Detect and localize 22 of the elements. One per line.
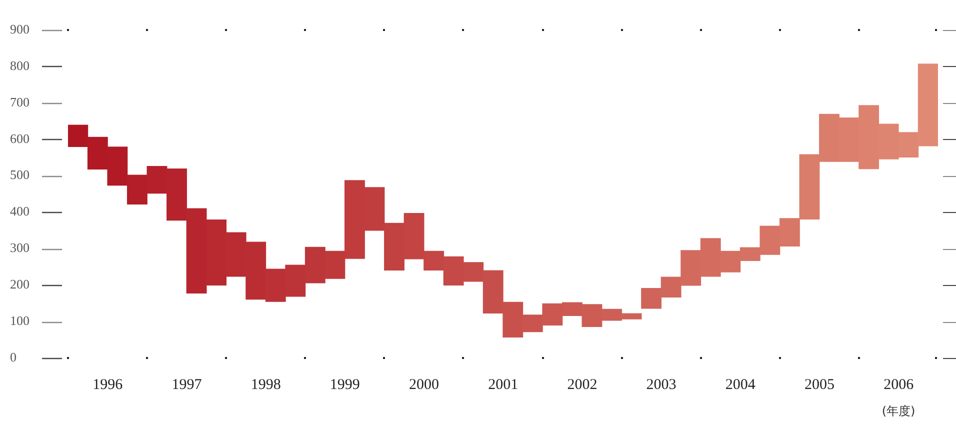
y-tick-label: 800 [10,58,30,73]
x-tick-label: 1998 [250,376,281,393]
x-axis-title: (年度) [882,404,916,418]
x-tick-label: 2006 [884,376,914,393]
y-tick-label: 700 [10,94,30,110]
x-tick-label: 1996 [92,376,124,393]
x-tick-label: 2003 [646,376,676,393]
x-tick-label: 2000 [409,376,440,393]
y-tick-label: 600 [10,130,30,146]
x-tick-label: 2001 [488,376,518,393]
x-tick-label: 2002 [567,376,598,393]
y-tick-label: 100 [10,312,30,328]
y-tick-label: 300 [10,240,30,256]
x-tick-label: 2005 [804,376,834,393]
y-tick-label: 0 [10,349,16,364]
x-tick-label: 2004 [725,376,756,393]
y-tick-label: 500 [10,167,30,182]
x-tick-label: 1997 [172,376,202,393]
x-tick-label: 1999 [330,376,360,393]
y-tick-label: 900 [10,21,30,36]
y-tick-label: 200 [10,276,30,292]
y-tick-label: 400 [10,204,30,219]
